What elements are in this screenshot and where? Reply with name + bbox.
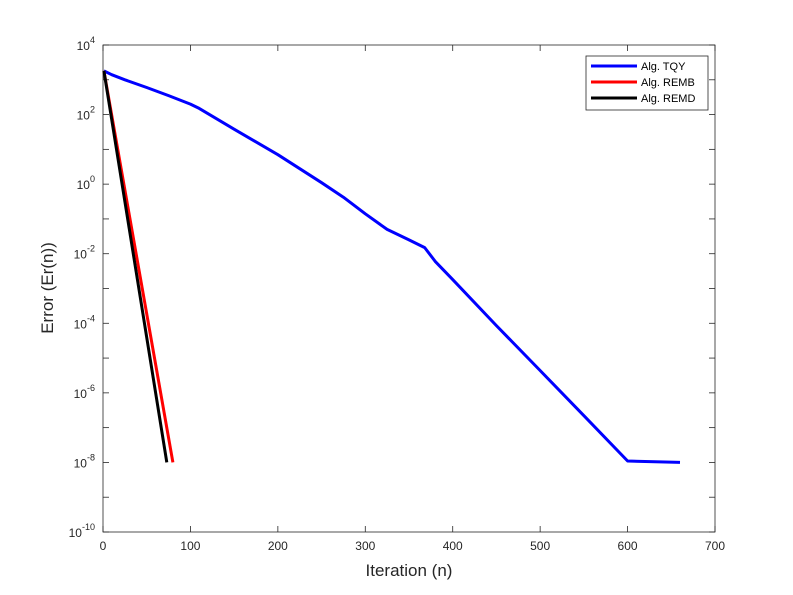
series-lines bbox=[102, 69, 681, 464]
y-tick-exponent: 0 bbox=[90, 174, 95, 184]
legend-label-2: Alg. REMD bbox=[641, 93, 695, 105]
series-line-2 bbox=[102, 70, 169, 463]
x-tick-label: 200 bbox=[268, 539, 288, 553]
x-tick-label: 100 bbox=[180, 539, 200, 553]
y-tick-label: 100 bbox=[77, 174, 95, 192]
series-line-0 bbox=[103, 69, 681, 464]
y-tick-base: 10 bbox=[74, 248, 88, 262]
y-tick-label: 10-8 bbox=[74, 452, 95, 470]
y-tick-exponent: 4 bbox=[90, 35, 95, 45]
legend-label-1: Alg. REMB bbox=[641, 77, 695, 89]
y-tick-base: 10 bbox=[77, 178, 91, 192]
y-tick-label: 10-10 bbox=[69, 522, 95, 540]
y-tick-label: 10-2 bbox=[74, 244, 95, 262]
y-tick-base: 10 bbox=[77, 39, 91, 53]
y-tick-exponent: -2 bbox=[87, 244, 95, 254]
y-tick-label: 10-4 bbox=[74, 313, 95, 331]
plot-area bbox=[102, 44, 716, 533]
x-tick-label: 600 bbox=[618, 539, 638, 553]
x-tick-label: 0 bbox=[100, 539, 107, 553]
y-tick-base: 10 bbox=[74, 456, 88, 470]
x-tick-label: 700 bbox=[705, 539, 725, 553]
y-tick-base: 10 bbox=[74, 317, 88, 331]
y-tick-label: 102 bbox=[77, 105, 95, 123]
y-tick-base: 10 bbox=[74, 387, 88, 401]
y-tick-exponent: -4 bbox=[87, 313, 95, 323]
x-axis-label: Iteration (n) bbox=[366, 561, 453, 580]
y-axis-label: Error (Er(n)) bbox=[38, 242, 57, 334]
y-tick-exponent: 2 bbox=[90, 105, 95, 115]
legend: Alg. TQY Alg. REMB Alg. REMD bbox=[585, 55, 709, 111]
x-tick-label: 300 bbox=[355, 539, 375, 553]
y-tick-label: 10-6 bbox=[74, 383, 95, 401]
x-axis-ticks: 0 100 200 300 400 500 600 700 bbox=[100, 45, 725, 553]
y-tick-exponent: -10 bbox=[82, 522, 95, 532]
x-tick-label: 500 bbox=[530, 539, 550, 553]
y-tick-base: 10 bbox=[77, 109, 91, 123]
y-tick-base: 10 bbox=[69, 526, 83, 540]
legend-label-0: Alg. TQY bbox=[641, 61, 686, 73]
x-tick-label: 400 bbox=[443, 539, 463, 553]
y-tick-exponent: -8 bbox=[87, 452, 95, 462]
y-tick-label: 104 bbox=[77, 35, 95, 53]
y-tick-exponent: -6 bbox=[87, 383, 95, 393]
